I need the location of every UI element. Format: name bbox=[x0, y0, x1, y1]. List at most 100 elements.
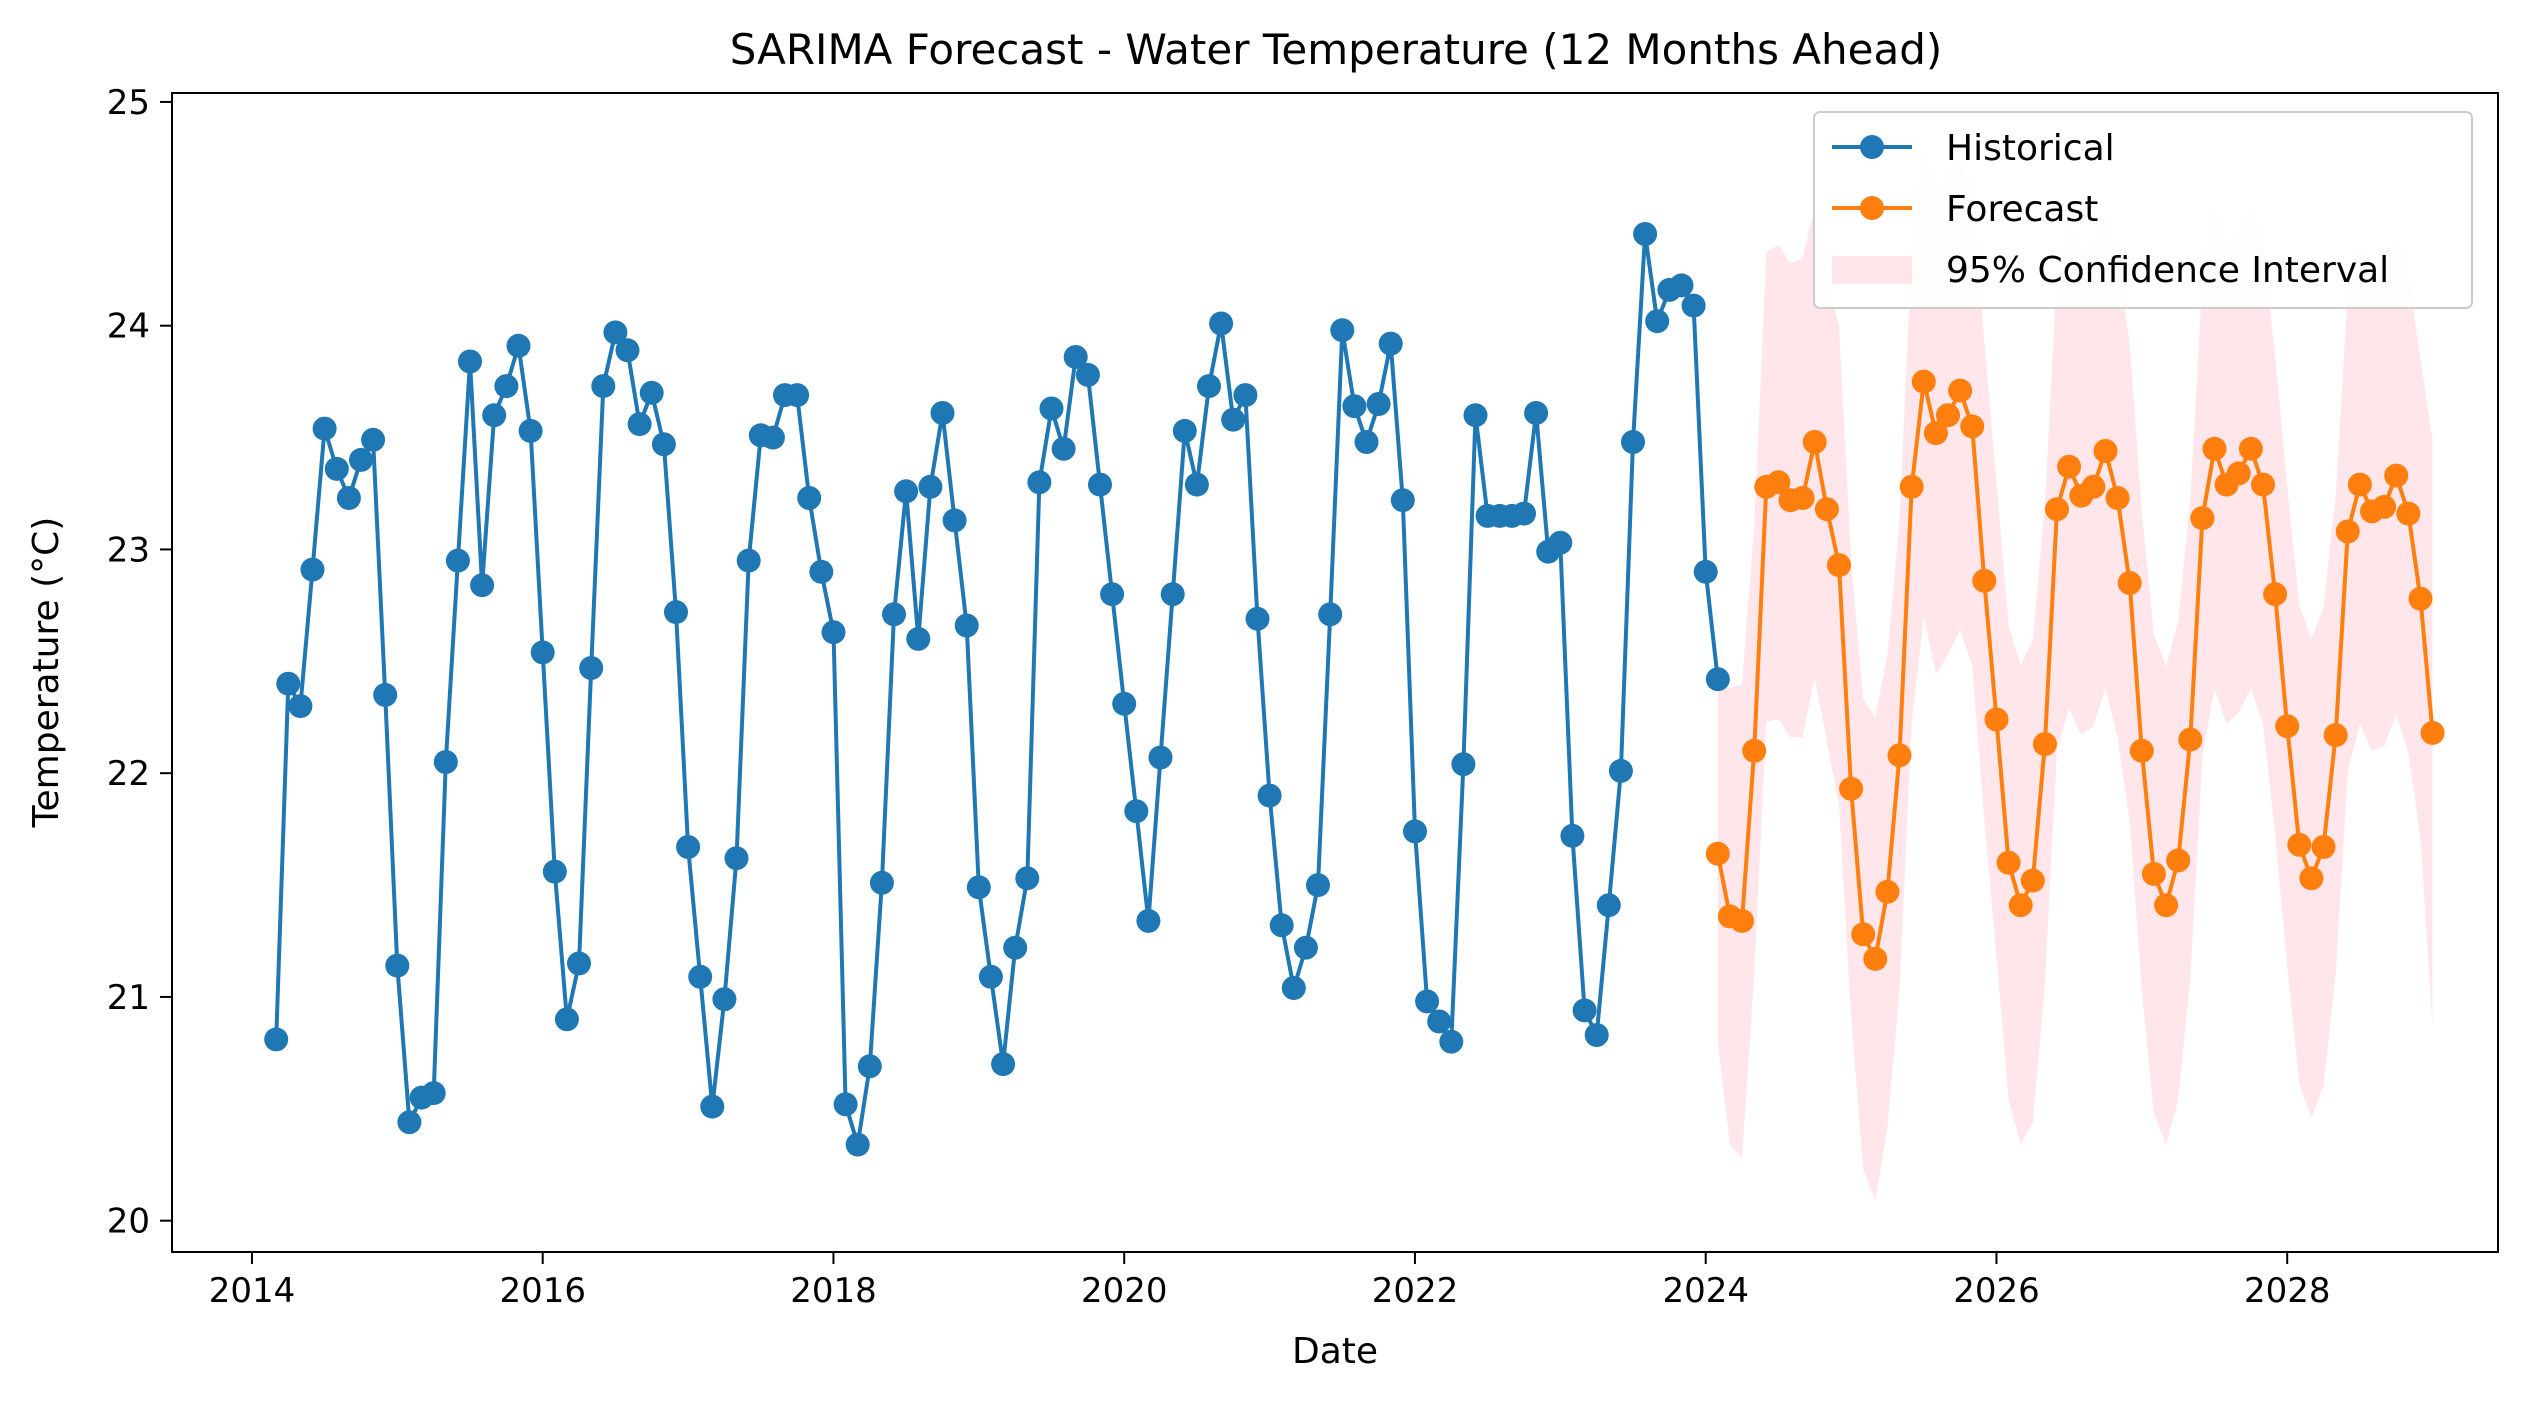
data-point-forecast bbox=[2032, 732, 2057, 757]
data-point-forecast bbox=[2226, 461, 2251, 486]
data-point-historical bbox=[1342, 394, 1367, 419]
data-point-forecast bbox=[2117, 571, 2142, 595]
legend-historical-marker bbox=[1860, 135, 1884, 159]
x-tick-label: 2020 bbox=[1081, 1271, 1168, 1311]
legend-entry-confidence-interval: 95% Confidence Interval bbox=[1832, 250, 2389, 291]
data-point-forecast bbox=[1923, 421, 1948, 446]
data-point-historical bbox=[276, 671, 301, 696]
data-point-historical bbox=[1063, 345, 1088, 369]
data-point-forecast bbox=[1705, 841, 1730, 866]
data-point-historical bbox=[700, 1094, 725, 1119]
data-point-historical bbox=[1560, 823, 1585, 848]
data-point-historical bbox=[1463, 403, 1488, 428]
data-point-forecast bbox=[2323, 723, 2348, 748]
data-point-historical bbox=[1100, 582, 1125, 607]
data-point-historical bbox=[1621, 430, 1645, 454]
data-point-forecast bbox=[2408, 586, 2433, 611]
data-point-historical bbox=[651, 432, 676, 457]
data-point-historical bbox=[554, 1007, 579, 1032]
data-point-historical bbox=[603, 320, 628, 345]
data-point-historical bbox=[930, 401, 955, 425]
data-point-historical bbox=[445, 548, 470, 573]
data-point-historical bbox=[518, 418, 543, 443]
data-point-historical bbox=[736, 548, 761, 573]
data-point-historical bbox=[1512, 501, 1536, 526]
data-point-forecast bbox=[2081, 474, 2106, 499]
data-point-historical bbox=[1439, 1029, 1464, 1054]
data-point-historical bbox=[1281, 976, 1306, 1000]
data-point-historical bbox=[1705, 667, 1730, 692]
data-point-historical bbox=[882, 602, 906, 627]
data-point-historical bbox=[1693, 559, 1718, 584]
data-point-forecast bbox=[1972, 568, 1997, 593]
data-point-forecast bbox=[2299, 866, 2324, 891]
data-point-historical bbox=[494, 374, 519, 399]
data-point-historical bbox=[1269, 913, 1294, 938]
data-point-historical bbox=[664, 600, 688, 625]
x-tick-label: 2028 bbox=[2244, 1271, 2331, 1311]
chart-title: SARIMA Forecast - Water Temperature (12 … bbox=[730, 25, 1943, 74]
data-point-historical bbox=[724, 846, 749, 871]
data-point-historical bbox=[1645, 309, 1670, 334]
data-point-historical bbox=[1318, 602, 1343, 627]
legend-entry-historical: Historical bbox=[1832, 128, 2115, 169]
y-tick-label: 23 bbox=[107, 530, 150, 570]
data-point-forecast bbox=[2347, 472, 2372, 497]
data-point-forecast bbox=[2202, 436, 2227, 461]
legend-confidence-swatch bbox=[1832, 256, 1912, 284]
data-point-forecast bbox=[1875, 879, 1900, 904]
y-tick-label: 21 bbox=[107, 978, 150, 1018]
data-point-historical bbox=[336, 486, 361, 510]
data-point-historical bbox=[1197, 374, 1221, 399]
data-point-historical bbox=[433, 750, 458, 774]
data-point-forecast bbox=[1936, 403, 1960, 428]
legend-forecast-label: Forecast bbox=[1946, 189, 2098, 230]
series-line-historical bbox=[274, 232, 1720, 1147]
data-point-historical bbox=[1075, 362, 1100, 387]
data-point-historical bbox=[1681, 293, 1706, 318]
data-point-historical bbox=[1572, 998, 1597, 1023]
data-point-forecast bbox=[2287, 832, 2312, 857]
data-point-forecast bbox=[2154, 893, 2179, 918]
data-point-historical bbox=[349, 447, 373, 472]
legend-entry-forecast: Forecast bbox=[1832, 189, 2098, 230]
data-point-historical bbox=[978, 964, 1003, 989]
data-point-forecast bbox=[2311, 835, 2336, 859]
data-point-historical bbox=[1148, 745, 1173, 770]
data-point-historical bbox=[1124, 799, 1149, 824]
data-point-forecast bbox=[2178, 727, 2203, 752]
data-point-historical bbox=[894, 479, 919, 504]
data-point-historical bbox=[1027, 470, 1052, 495]
x-tick-label: 2018 bbox=[790, 1271, 877, 1311]
data-point-historical bbox=[1306, 873, 1330, 898]
data-point-historical bbox=[1548, 530, 1573, 555]
data-point-forecast bbox=[2057, 454, 2082, 479]
series-historical bbox=[264, 222, 1730, 1157]
data-point-historical bbox=[942, 508, 967, 533]
data-point-historical bbox=[991, 1052, 1016, 1077]
data-point-historical bbox=[1088, 472, 1112, 497]
data-point-historical bbox=[821, 620, 846, 645]
data-point-forecast bbox=[1996, 850, 2021, 875]
data-point-historical bbox=[615, 338, 640, 363]
data-point-historical bbox=[845, 1132, 870, 1157]
legend-historical-label: Historical bbox=[1946, 128, 2115, 169]
data-point-forecast bbox=[1827, 553, 1851, 578]
data-point-forecast bbox=[2166, 848, 2191, 873]
data-point-historical bbox=[591, 374, 616, 399]
data-point-forecast bbox=[1911, 369, 1936, 394]
data-point-historical bbox=[1596, 893, 1621, 918]
data-point-historical bbox=[1390, 488, 1415, 513]
data-point-historical bbox=[288, 694, 313, 719]
data-point-historical bbox=[1112, 691, 1137, 716]
data-point-historical bbox=[421, 1081, 446, 1106]
data-point-historical bbox=[300, 557, 325, 582]
y-tick-label: 22 bbox=[107, 754, 150, 794]
x-axis-label: Date bbox=[1292, 1331, 1378, 1372]
data-point-forecast bbox=[1948, 378, 1973, 403]
data-point-historical bbox=[458, 349, 482, 374]
data-point-historical bbox=[954, 613, 979, 638]
data-point-historical bbox=[373, 682, 398, 707]
data-point-forecast bbox=[1730, 908, 1754, 933]
